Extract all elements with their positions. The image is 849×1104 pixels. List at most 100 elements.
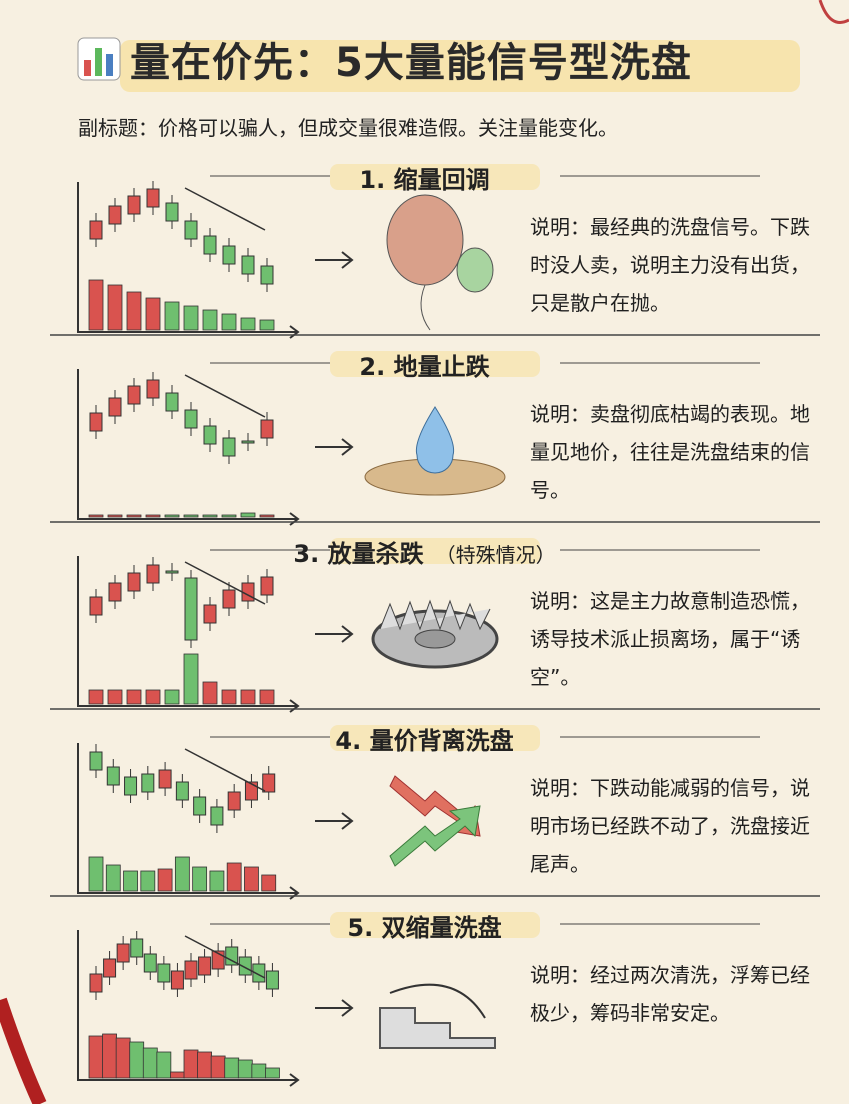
candle-body — [203, 425, 217, 445]
heading-text: 4. 量价背离洗盘 — [335, 727, 514, 755]
volume-bar — [265, 1067, 280, 1079]
volume-bar — [221, 313, 237, 331]
chart-axis — [77, 182, 298, 333]
volume-bar — [145, 297, 161, 331]
volume-bar — [240, 689, 256, 705]
candle-body — [146, 379, 160, 399]
volume-bar — [129, 1041, 145, 1079]
axis-arrow — [289, 512, 300, 526]
volume-bar — [164, 301, 180, 331]
volume-bar — [88, 689, 104, 705]
candle-body — [222, 589, 236, 609]
candle-body — [127, 195, 141, 215]
volume-bar — [170, 1071, 185, 1079]
candle-body — [222, 437, 236, 457]
candle-body — [210, 806, 224, 826]
candle-body — [241, 255, 255, 275]
axis-arrow — [289, 1073, 300, 1087]
heading-text: 3. 放量杀跌 — [293, 540, 424, 568]
trend-line — [184, 748, 266, 792]
volume-bar — [197, 1051, 212, 1079]
volume-bar — [183, 653, 199, 705]
volume-bar — [145, 689, 161, 705]
volume-bar — [145, 514, 161, 518]
description: 说明：下跌动能减弱的信号，说明市场已经跌不动了，洗盘接近尾声。 — [530, 776, 810, 876]
candle-body — [127, 572, 141, 592]
chart-axis — [77, 369, 298, 520]
volume-bar — [237, 1059, 253, 1079]
candle-body — [89, 973, 103, 993]
volume-bar — [251, 1063, 267, 1079]
connector-arrow — [315, 625, 354, 643]
candle-body — [89, 751, 103, 771]
candle-body — [124, 776, 138, 796]
up-arrow — [389, 805, 481, 867]
candle-body — [170, 970, 184, 990]
trap-teeth — [379, 599, 491, 631]
candle-body — [203, 604, 217, 624]
volume-bar — [126, 291, 142, 331]
candle-body — [103, 958, 117, 978]
heading-highlight — [330, 164, 540, 190]
icon — [389, 775, 481, 867]
volume-bar — [259, 319, 275, 331]
candle-body — [260, 576, 274, 596]
candle-body — [89, 596, 103, 616]
section-heading: 2. 地量止跌 — [0, 347, 849, 382]
trap-plate — [414, 629, 456, 649]
title-icon — [77, 37, 121, 81]
volume-bar — [192, 866, 208, 892]
heading-highlight — [330, 725, 540, 751]
volume-bar — [209, 870, 225, 892]
volume-bar — [221, 514, 237, 518]
candle-body — [252, 963, 266, 983]
candle-body — [244, 781, 258, 801]
candle-body — [165, 202, 179, 222]
title-highlight — [120, 40, 800, 92]
candle-body — [184, 960, 198, 980]
candle-body — [108, 397, 122, 417]
candle-body — [175, 781, 189, 801]
volume-bar — [164, 689, 180, 705]
candle-body — [238, 956, 252, 976]
candle-body — [130, 938, 144, 958]
curve-arrow — [389, 983, 486, 1019]
section-heading: 5. 双缩量洗盘 — [0, 908, 849, 943]
candle-body — [184, 220, 198, 240]
candle-body — [143, 953, 157, 973]
candle-body — [193, 796, 207, 816]
volume-bar — [244, 866, 259, 892]
candle-body — [203, 235, 217, 255]
section-heading: 3. 放量杀跌 （特殊情况） — [0, 534, 849, 569]
volume-bar — [105, 864, 121, 892]
candle-body — [108, 582, 122, 602]
volume-bar — [261, 874, 277, 892]
trend-line — [184, 561, 266, 605]
volume-bar — [183, 1049, 199, 1079]
volume-bar — [240, 512, 256, 518]
chart-axis — [77, 930, 298, 1081]
description: 说明：这是主力故意制造恐慌，诱导技术派止损离场，属于“诱空”。 — [530, 589, 810, 689]
volume-bar — [221, 689, 237, 705]
volume-bar — [88, 514, 104, 518]
description: 说明：卖盘彻底枯竭的表现。地量见地价，往往是洗盘结束的信号。 — [530, 402, 810, 502]
decoration — [818, 0, 849, 24]
candle-body — [265, 970, 279, 990]
volume-bar — [259, 514, 275, 518]
candle-body — [127, 385, 141, 405]
subtitle: 副标题：价格可以骗人，但成交量很难造假。关注量能变化。 — [78, 116, 618, 140]
volume-bar — [107, 284, 123, 331]
volume-bar — [202, 681, 218, 705]
icon — [364, 406, 506, 496]
heading-highlight — [330, 912, 540, 938]
volume-bar — [126, 689, 142, 705]
volume-bar — [210, 1055, 226, 1079]
volume-bar — [157, 868, 173, 892]
candle-body — [157, 963, 171, 983]
volume-bar — [156, 1051, 172, 1079]
volume-bar — [102, 1033, 117, 1079]
volume-bar — [140, 870, 156, 892]
icon — [371, 599, 499, 669]
candle-body — [222, 245, 236, 265]
